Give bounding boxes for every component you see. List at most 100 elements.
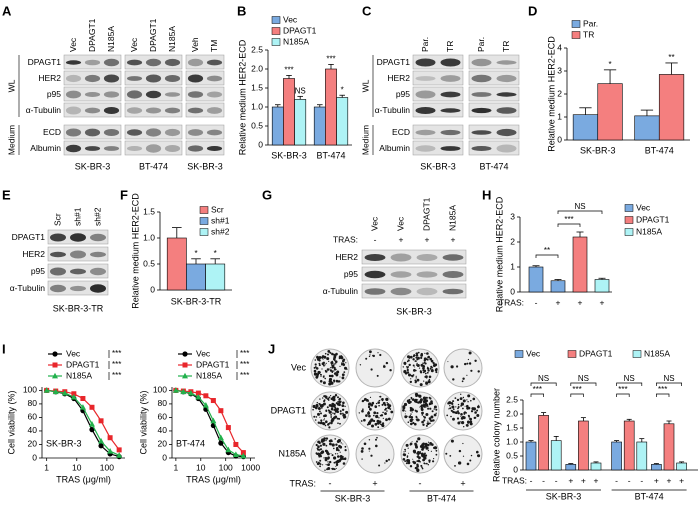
x-tick-label: SK-BR-3-TR <box>171 296 222 306</box>
colony <box>403 361 407 365</box>
colony <box>474 416 477 419</box>
colony <box>424 442 428 446</box>
x-tick-label: BT-474 <box>316 150 345 160</box>
row-label: p95 <box>31 266 45 276</box>
colony <box>456 417 460 420</box>
colony <box>450 365 454 369</box>
colony <box>326 357 330 361</box>
colony <box>318 356 322 360</box>
y-tick-label: 60 <box>158 412 168 422</box>
inner-label: BT-474 <box>176 438 205 448</box>
colony <box>329 368 331 370</box>
treatment-sign: - <box>374 234 377 244</box>
colony <box>330 395 332 397</box>
row-label: p95 <box>396 89 410 99</box>
marker <box>52 372 58 379</box>
colony <box>385 397 389 401</box>
x-tick-label: - <box>555 475 558 485</box>
section-label: WL <box>6 79 16 92</box>
colony <box>332 412 334 414</box>
colony <box>378 420 382 424</box>
marker <box>43 387 50 393</box>
colony <box>405 443 409 447</box>
colony <box>334 359 336 362</box>
colony <box>336 407 339 411</box>
legend-swatch <box>624 204 634 212</box>
group-label: SK-BR-3-TR <box>53 303 104 313</box>
section-label: WL <box>360 79 370 92</box>
colony <box>342 359 345 363</box>
legend-swatch <box>199 228 209 236</box>
colony <box>324 456 328 460</box>
band <box>496 60 517 65</box>
colony <box>410 398 413 400</box>
colony <box>318 408 320 410</box>
colony <box>336 402 340 406</box>
colony <box>368 447 371 450</box>
band <box>206 75 223 82</box>
y-tick-label: 1 <box>557 111 562 121</box>
colony <box>389 408 392 410</box>
colony <box>368 450 370 452</box>
colony <box>382 411 384 414</box>
colony <box>411 408 414 411</box>
colony <box>334 409 337 412</box>
colony <box>402 454 405 456</box>
colony <box>323 375 325 377</box>
y-tick-label: 2.5 <box>251 44 263 54</box>
colony <box>465 424 468 426</box>
group-label: SK-BR-3 <box>187 161 223 171</box>
band <box>416 287 438 296</box>
colony <box>454 397 457 399</box>
colony <box>363 442 367 446</box>
colony <box>415 401 418 404</box>
colony <box>457 406 460 408</box>
band <box>496 74 517 83</box>
y-axis-label: Relative medium HER2-ECD <box>130 193 140 309</box>
band <box>70 268 86 275</box>
bar <box>565 464 577 471</box>
band <box>364 270 386 279</box>
colony <box>322 439 326 442</box>
colony <box>403 402 408 407</box>
colony <box>474 411 477 414</box>
panel-label: F <box>120 187 128 202</box>
bar <box>550 280 566 293</box>
legend-swatch <box>271 38 281 46</box>
colony <box>404 415 408 419</box>
colony <box>367 411 371 415</box>
colony <box>336 459 340 464</box>
colony <box>415 380 418 382</box>
colony <box>379 395 382 398</box>
band <box>415 145 436 152</box>
band <box>416 254 438 261</box>
colony <box>316 355 319 359</box>
colony <box>415 364 418 366</box>
y-tick-label: 0.5 <box>506 450 518 460</box>
colony <box>340 442 342 444</box>
bar <box>611 441 622 471</box>
column-label: Vec <box>68 37 78 52</box>
y-tick-label: 100 <box>153 385 167 395</box>
colony <box>330 453 332 455</box>
x-tick-label: + <box>581 475 586 485</box>
colony <box>417 399 419 401</box>
colony <box>408 452 410 454</box>
colony <box>328 382 332 386</box>
colony <box>412 358 415 361</box>
bar <box>572 236 588 293</box>
colony <box>458 449 462 453</box>
colony <box>419 406 421 408</box>
colony <box>319 465 321 468</box>
colony <box>449 455 452 457</box>
colony <box>458 461 461 465</box>
section-label: Medium <box>6 125 16 155</box>
significance: ** <box>668 53 674 62</box>
colony <box>477 370 480 373</box>
colony <box>339 451 341 453</box>
colony <box>343 416 346 419</box>
colony <box>454 465 456 467</box>
colony <box>466 399 468 401</box>
band <box>103 91 120 98</box>
band <box>471 74 492 83</box>
